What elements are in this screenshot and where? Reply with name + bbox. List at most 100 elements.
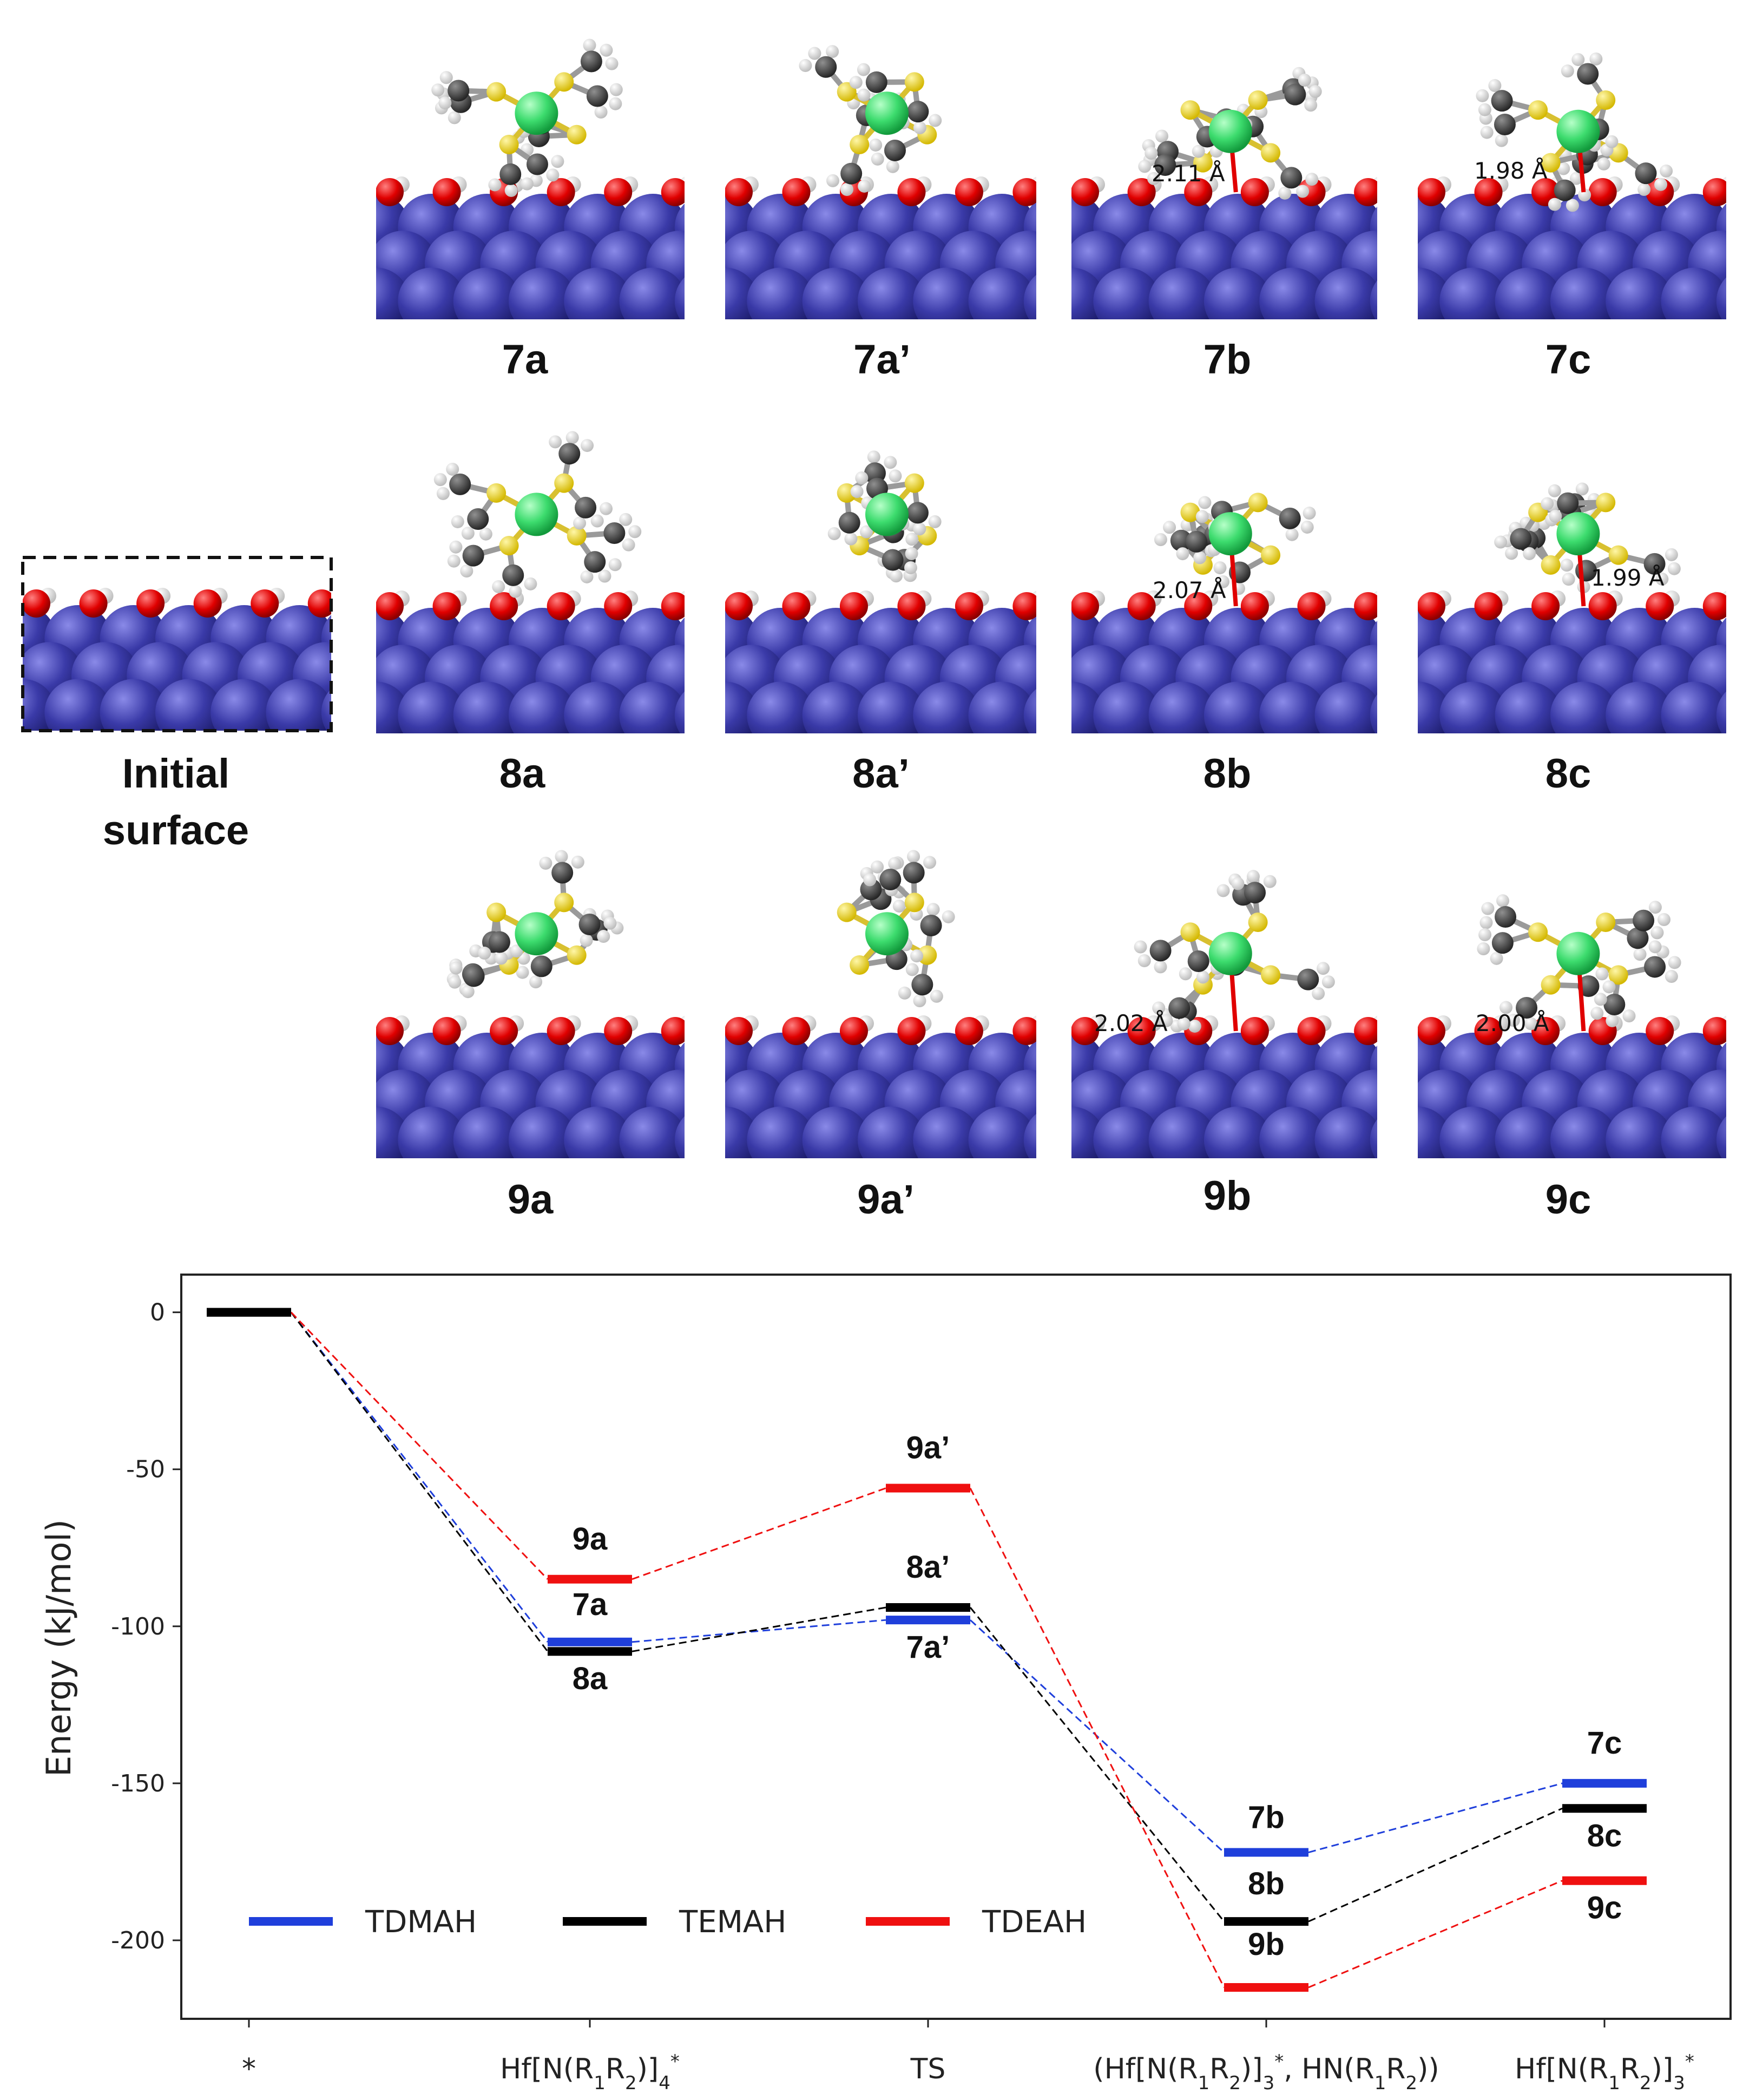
carbon-atom — [1627, 927, 1649, 949]
hydrogen-atom — [1665, 970, 1678, 983]
oxygen-atom — [547, 592, 575, 620]
carbon-atom — [1557, 492, 1579, 514]
distance-7b: 2.11 Å — [1152, 160, 1225, 187]
hydrogen-atom — [1152, 1001, 1166, 1015]
hydrogen-atom — [1308, 85, 1322, 99]
nitrogen-atom — [567, 945, 587, 965]
hydrogen-atom — [609, 97, 622, 110]
carbon-atom — [884, 139, 906, 161]
oxygen-atom — [661, 1017, 685, 1045]
nitrogen-atom — [567, 124, 587, 145]
hydrogen-atom — [1594, 993, 1607, 1006]
carbon-atom — [882, 549, 904, 571]
oxygen-atom — [1588, 178, 1617, 206]
hydrogen-atom — [448, 975, 462, 989]
carbon-atom — [463, 965, 485, 987]
substrate-atom — [1093, 267, 1161, 319]
hydrogen-atom — [495, 951, 508, 965]
hydrogen-atom — [1305, 173, 1319, 186]
carbon-atom — [1491, 932, 1514, 954]
substrate-atom — [0, 605, 1, 672]
carbon-atom — [448, 80, 470, 102]
oxygen-atom — [1297, 1017, 1326, 1045]
carbon-atom — [499, 163, 522, 185]
carbon-atom — [815, 56, 837, 78]
substrate-atom — [564, 267, 632, 319]
oxygen-atom — [376, 592, 404, 620]
nitrogen-atom — [904, 72, 924, 92]
carbon-atom — [1577, 63, 1599, 85]
hydrogen-atom — [1495, 134, 1508, 147]
oxygen-atom — [725, 1017, 753, 1045]
initial-surface-label-line1: Initial — [122, 751, 229, 797]
hydrogen-atom — [910, 949, 924, 963]
carbon-atom — [838, 511, 860, 534]
substrate-atom — [287, 1033, 354, 1100]
carbon-atom — [578, 913, 601, 935]
hydrogen-atom — [609, 83, 623, 96]
x-tick-label: Hf[N(R1R2)]4* — [500, 2051, 680, 2094]
hydrogen-atom — [539, 856, 553, 870]
substrate-atom — [376, 1085, 382, 1121]
hydrogen-atom — [546, 168, 560, 182]
level-label-tdeah-4: 9c — [1587, 1891, 1622, 1926]
hydrogen-atom — [1231, 877, 1245, 890]
oxygen-atom — [1127, 178, 1156, 206]
substrate-atom — [155, 679, 222, 731]
carbon-atom — [1185, 530, 1207, 553]
hydrogen-atom — [1198, 496, 1212, 509]
substrate-atom — [1661, 681, 1726, 733]
hydrogen-atom — [461, 527, 475, 540]
substrate-atom — [1314, 1106, 1377, 1158]
hydrogen-atom — [1147, 172, 1161, 185]
hydrogen-atom — [1490, 951, 1503, 965]
hydrogen-atom — [1658, 913, 1671, 926]
hydrogen-atom — [827, 527, 841, 541]
substrate-atom — [619, 681, 685, 733]
structure-panel-8a — [376, 411, 685, 733]
hafnium-atom — [1208, 512, 1252, 556]
panel-labels-row3: 9a 9a’ 9b 9c — [508, 1173, 1591, 1223]
structure-panel-7b — [1071, 16, 1377, 319]
substrate-atom — [1606, 1106, 1673, 1158]
hydrogen-atom — [1549, 509, 1562, 523]
carbon-atom — [1554, 179, 1576, 201]
carbon-atom — [603, 522, 626, 544]
distance-8c: 1.99 Å — [1591, 564, 1665, 591]
substrate-atom — [287, 194, 354, 261]
connector-tdmah-3 — [1308, 1782, 1563, 1853]
hydrogen-atom — [1622, 1009, 1636, 1023]
nitrogen-atom — [567, 526, 587, 546]
hydrogen-atom — [580, 570, 594, 583]
nitrogen-atom — [904, 473, 924, 493]
hydrogen-atom — [913, 522, 926, 536]
panel-label-8c: 8c — [1545, 751, 1591, 797]
hydrogen-atom — [1193, 551, 1207, 565]
oxygen-atom — [1240, 178, 1269, 206]
hydrogen-atom — [1668, 956, 1681, 969]
hydrogen-atom — [448, 111, 461, 124]
substrate-atom — [100, 679, 167, 731]
substrate-atom — [619, 1106, 685, 1158]
substrate-atom — [1148, 267, 1216, 319]
substrate-atom — [913, 681, 981, 733]
oxygen-atom — [1184, 178, 1213, 206]
oxygen-atom — [955, 592, 983, 620]
substrate-atom — [508, 267, 576, 319]
hydrogen-atom — [844, 532, 858, 546]
hydrogen-atom — [930, 989, 943, 1003]
oxygen-atom — [1646, 1017, 1674, 1045]
hydrogen-atom — [1303, 507, 1316, 520]
oxygen-atom — [1531, 592, 1560, 620]
substrate-atom — [211, 679, 278, 731]
hydrogen-atom — [860, 525, 873, 539]
nitrogen-atom — [1261, 143, 1281, 163]
carbon-atom — [526, 153, 548, 175]
hydrogen-atom — [905, 963, 919, 976]
hydrogen-atom — [598, 569, 611, 583]
hydrogen-atom — [605, 57, 619, 70]
panel-label-9a: 9a — [508, 1177, 554, 1223]
nitrogen-atom — [554, 473, 574, 493]
hydrogen-atom — [1145, 147, 1158, 160]
hydrogen-atom — [1480, 126, 1494, 139]
